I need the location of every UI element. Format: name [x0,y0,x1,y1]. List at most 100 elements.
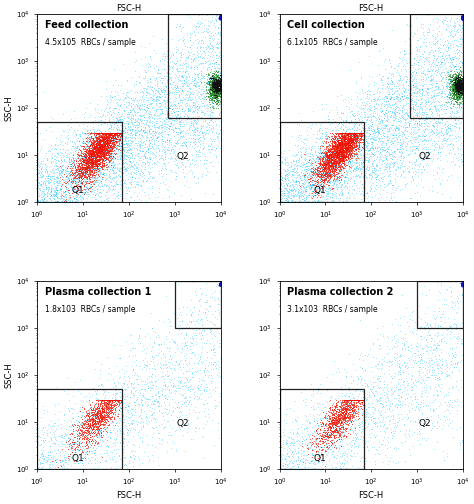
Point [81,164,89,172]
Point [210,80,217,88]
Point [301,465,309,473]
Point [452,77,459,85]
Point [108,412,115,420]
Point [459,104,467,112]
Point [338,147,346,155]
Point [302,435,310,443]
Point [447,16,454,24]
Point [110,190,118,198]
Point [34,175,41,183]
Point [210,79,218,87]
Point [378,153,385,161]
Point [93,149,100,157]
Point [89,416,96,424]
Point [59,195,67,203]
Point [442,296,449,304]
Point [358,132,365,140]
Point [419,182,427,191]
Point [329,165,337,173]
Point [375,115,383,123]
Point [452,81,460,89]
Point [387,110,395,118]
Point [199,145,207,153]
Point [293,198,301,206]
Point [378,411,385,419]
Point [210,96,218,104]
Point [83,155,91,163]
Point [322,447,330,455]
Point [340,413,348,421]
Point [209,41,216,49]
Point [367,185,375,194]
Point [211,387,219,395]
Point [451,79,458,87]
Point [393,162,401,170]
Point [182,53,190,61]
Point [349,133,357,141]
Point [103,108,111,116]
Point [59,198,66,206]
Point [160,52,167,60]
Point [85,146,92,154]
Point [382,394,389,402]
Point [387,386,395,394]
Point [340,135,347,143]
Point [360,393,367,401]
Point [337,139,345,147]
Point [344,129,352,137]
Point [169,104,177,112]
Point [176,363,184,371]
Point [455,76,462,84]
Point [301,198,308,206]
Point [428,360,436,368]
Point [111,178,119,186]
Point [89,415,97,423]
Point [93,161,101,169]
Point [78,129,85,137]
Point [61,198,68,206]
Point [160,96,167,104]
Point [201,97,209,105]
Point [109,396,116,404]
Point [161,148,169,156]
Point [448,361,456,369]
Point [330,178,337,186]
Point [179,198,186,206]
Point [161,380,169,388]
Point [44,190,51,198]
Point [146,126,153,134]
Point [351,135,358,143]
Point [124,120,131,129]
Point [340,129,348,137]
Point [307,172,315,180]
Point [108,110,115,118]
Point [115,129,122,137]
Point [99,396,106,404]
Point [376,124,383,133]
Point [282,460,289,468]
Point [357,153,365,161]
Point [216,81,223,89]
Point [305,158,312,166]
Point [139,390,146,398]
Point [148,96,155,104]
Point [330,171,337,179]
Point [155,90,163,98]
Point [326,166,334,174]
Point [288,197,295,205]
Point [345,414,352,422]
Point [377,422,384,430]
Point [455,83,463,91]
Point [317,434,325,443]
Point [44,448,52,456]
Point [93,134,101,142]
Point [80,158,88,166]
Point [78,198,86,206]
Point [373,132,381,140]
Point [356,138,364,146]
Point [343,147,351,155]
Point [300,193,307,201]
Point [295,193,303,201]
Point [299,198,307,206]
Point [340,151,347,159]
